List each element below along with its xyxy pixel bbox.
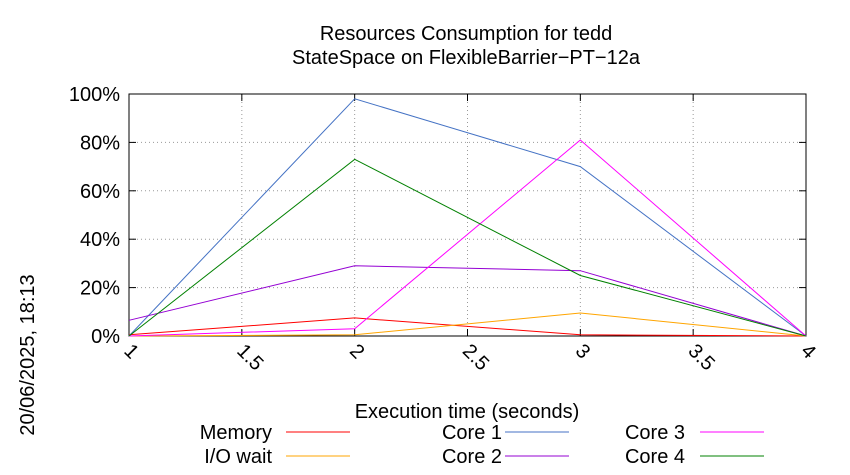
series-line-core-3 xyxy=(128,139,807,337)
legend-label-i-o-wait: I/O wait xyxy=(204,446,272,468)
x-tick-label: 4 xyxy=(796,340,819,363)
legend-label-core-1: Core 1 xyxy=(442,422,502,444)
x-tick-label: 1.5 xyxy=(232,340,267,375)
legend-label-memory: Memory xyxy=(200,422,272,444)
x-tick-label: 2.5 xyxy=(458,340,493,375)
series-line-core-4 xyxy=(128,158,807,337)
legend-label-core-2: Core 2 xyxy=(442,446,502,468)
x-tick-label: 3 xyxy=(571,340,594,363)
y-tick-label: 60% xyxy=(80,181,120,203)
x-tick-label: 2 xyxy=(345,340,368,363)
chart-title: Resources Consumption for tedd xyxy=(320,23,612,45)
series-line-memory xyxy=(128,317,807,337)
grid xyxy=(129,94,806,336)
x-tick-label: 3.5 xyxy=(684,340,719,375)
series-line-core-1 xyxy=(128,98,807,337)
legend-label-core-3: Core 3 xyxy=(625,422,685,444)
timestamp-label: 20/06/2025, 18:13 xyxy=(17,274,39,435)
y-tick-label: 0% xyxy=(91,326,120,348)
series-line-i-o-wait xyxy=(128,312,807,337)
y-tick-label: 100% xyxy=(69,84,120,106)
series-lines xyxy=(128,98,807,337)
series-line-core-2 xyxy=(128,265,807,337)
x-tick-label: 1 xyxy=(119,340,142,363)
y-tick-label: 40% xyxy=(80,229,120,251)
axes: 0% 20% 40% 60% 80% 100% 1 1.5 2 2.5 3 3.5 4 xyxy=(69,84,820,375)
chart-subtitle: StateSpace on FlexibleBarrier−PT−12a xyxy=(292,47,641,69)
y-tick-label: 20% xyxy=(80,278,120,300)
y-tick-label: 80% xyxy=(80,132,120,154)
legend-label-core-4: Core 4 xyxy=(625,446,685,468)
x-axis-label: Execution time (seconds) xyxy=(355,401,580,423)
